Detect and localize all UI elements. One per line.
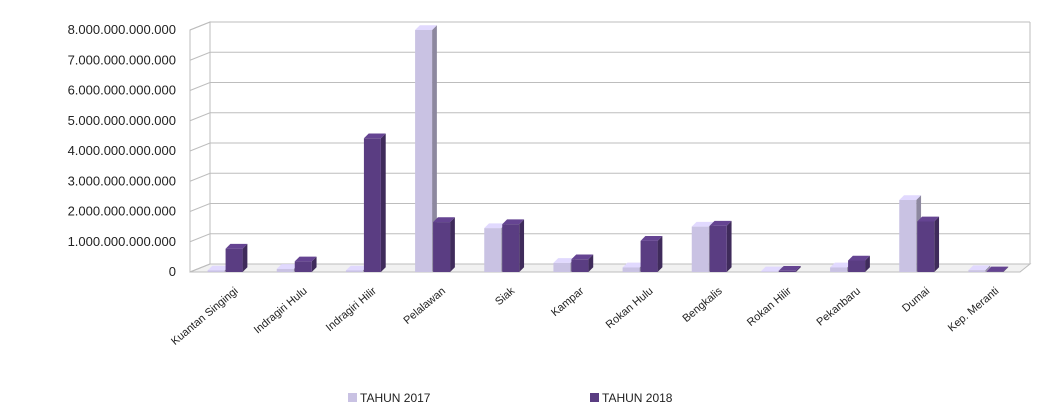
bar bbox=[640, 236, 663, 272]
x-category-label: Siak bbox=[493, 285, 517, 308]
x-category-label: Kuantan Singingi bbox=[169, 285, 240, 348]
x-category-label: Bengkalis bbox=[680, 285, 725, 325]
x-category-label: Indragiri Hilir bbox=[324, 285, 379, 334]
legend-label: TAHUN 2018 bbox=[602, 391, 673, 405]
y-tick-label: 5.000.000.000.000 bbox=[68, 113, 176, 128]
y-tick-label: 8.000.000.000.000 bbox=[68, 22, 176, 37]
bar bbox=[363, 133, 386, 272]
bar bbox=[917, 216, 940, 272]
x-category-label: Dumai bbox=[900, 285, 932, 315]
bar bbox=[968, 265, 991, 272]
bar bbox=[502, 219, 525, 272]
bar bbox=[433, 217, 455, 272]
x-category-label: Pekanbaru bbox=[815, 285, 863, 328]
y-tick-label: 1.000.000.000.000 bbox=[68, 234, 176, 249]
y-tick-label: 4.000.000.000.000 bbox=[68, 143, 176, 158]
bar bbox=[778, 265, 801, 272]
y-tick-label: 2.000.000.000.000 bbox=[68, 204, 176, 219]
y-tick-label: 6.000.000.000.000 bbox=[68, 83, 176, 98]
gridline bbox=[189, 172, 1030, 182]
gridline bbox=[189, 112, 1030, 122]
gridline bbox=[189, 82, 1030, 91]
bar bbox=[415, 25, 437, 273]
y-tick-label: 7.000.000.000.000 bbox=[68, 52, 176, 67]
x-category-label: Rokan Hulu bbox=[604, 285, 656, 331]
y-tick-label: 3.000.000.000.000 bbox=[68, 173, 176, 188]
bar bbox=[571, 254, 594, 272]
gridline bbox=[189, 51, 1030, 61]
legend-swatch bbox=[590, 393, 599, 402]
legend-swatch bbox=[348, 393, 357, 402]
legend-label: TAHUN 2017 bbox=[360, 391, 431, 405]
bar bbox=[294, 256, 317, 272]
x-category-label: Rokan Hilir bbox=[745, 285, 794, 329]
gridline bbox=[189, 21, 1030, 31]
gridline bbox=[189, 203, 1030, 212]
x-category-label: Kep. Meranti bbox=[946, 285, 1001, 334]
gridline bbox=[189, 233, 1030, 243]
bar bbox=[986, 266, 1009, 272]
y-tick-label: 0 bbox=[169, 264, 176, 279]
gridline bbox=[189, 142, 1030, 152]
gridline bbox=[189, 263, 1030, 273]
x-category-label: Pelalawan bbox=[401, 285, 448, 327]
x-category-label: Indragiri Hulu bbox=[252, 285, 310, 336]
bar bbox=[848, 255, 870, 272]
x-category-label: Kampar bbox=[549, 285, 586, 319]
bar bbox=[709, 220, 732, 272]
bar bbox=[225, 243, 248, 272]
